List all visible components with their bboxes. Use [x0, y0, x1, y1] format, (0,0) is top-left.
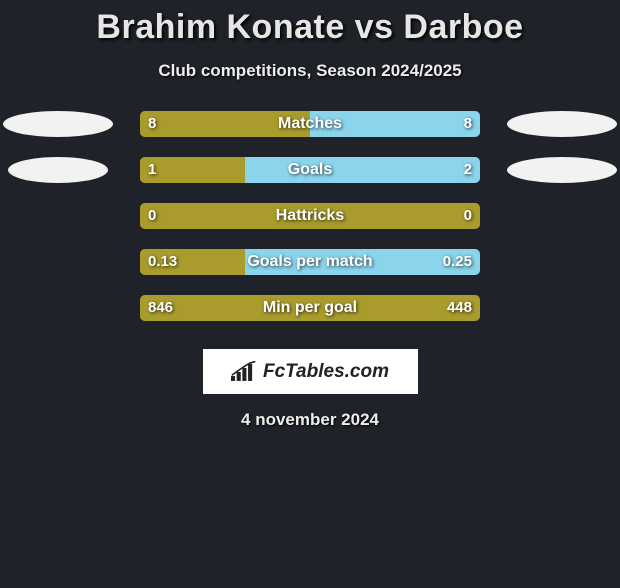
date-text: 4 november 2024 — [0, 410, 620, 430]
player-pill-right — [507, 157, 617, 183]
stat-label: Min per goal — [140, 295, 480, 321]
stat-label: Matches — [140, 111, 480, 137]
stat-row: 88Matches — [0, 111, 620, 157]
subtitle: Club competitions, Season 2024/2025 — [0, 61, 620, 81]
player-pill-left — [3, 111, 113, 137]
stat-row: 0.130.25Goals per match — [0, 249, 620, 295]
site-logo: FcTables.com — [203, 349, 418, 394]
page-title: Brahim Konate vs Darboe — [0, 8, 620, 47]
bar-chart-icon — [231, 361, 257, 383]
stat-row: 12Goals — [0, 157, 620, 203]
stat-label: Goals per match — [140, 249, 480, 275]
player-pill-right — [507, 111, 617, 137]
stat-label: Goals — [140, 157, 480, 183]
comparison-bars: 88Matches12Goals00Hattricks0.130.25Goals… — [0, 111, 620, 341]
stat-label: Hattricks — [140, 203, 480, 229]
stat-row: 00Hattricks — [0, 203, 620, 249]
stat-row: 846448Min per goal — [0, 295, 620, 341]
logo-text: FcTables.com — [263, 361, 389, 383]
player-pill-left — [8, 157, 108, 183]
